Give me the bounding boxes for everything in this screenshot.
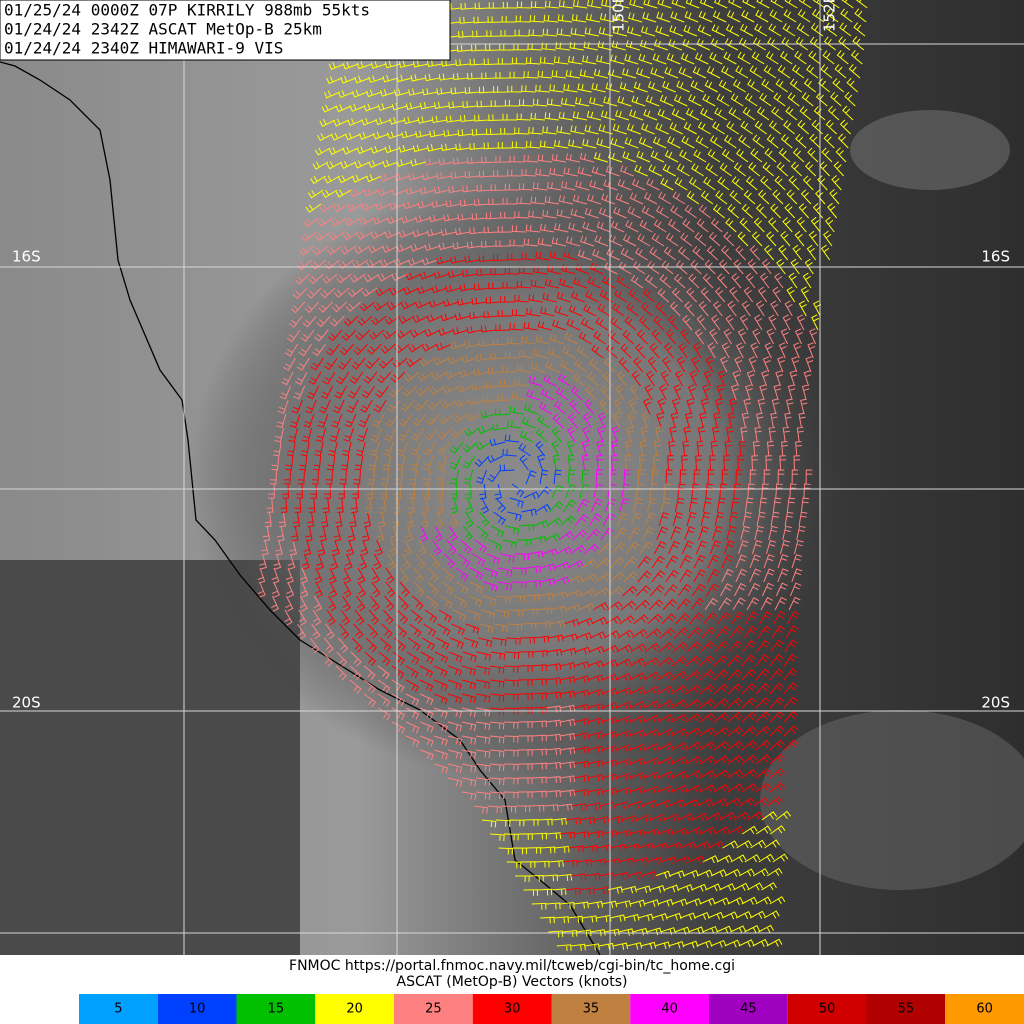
legend-swatch xyxy=(315,994,394,1024)
longitude-label: 152E xyxy=(821,0,839,32)
legend-swatch xyxy=(157,994,237,1024)
longitude-label: 150E xyxy=(610,0,628,32)
legend-label: 45 xyxy=(740,1002,757,1017)
footer-caption: ASCAT (MetOp-B) Vectors (knots) xyxy=(397,974,628,990)
wind-barb-group xyxy=(449,403,590,552)
header-line: 01/24/24 2340Z HIMAWARI-9 VIS xyxy=(4,39,283,58)
wind-barb-group xyxy=(474,434,562,526)
header-line: 01/24/24 2342Z ASCAT MetOp-B 25km xyxy=(4,20,322,39)
legend-swatch xyxy=(394,994,473,1024)
footer-source: FNMOC https://portal.fnmoc.navy.mil/tcwe… xyxy=(289,958,735,974)
legend-swatch xyxy=(236,994,316,1024)
legend-swatch xyxy=(630,994,709,1024)
latitude-label: 16S xyxy=(12,248,41,266)
wind-barbs xyxy=(257,0,868,952)
legend-label: 30 xyxy=(504,1002,521,1017)
satellite-layer: 16S 16S 20S 20S 150E 152E xyxy=(0,0,1024,955)
wind-barb-group xyxy=(257,152,818,814)
legend-label: 35 xyxy=(583,1002,600,1017)
header-box xyxy=(0,0,451,61)
latitude-label: 20S xyxy=(12,694,41,712)
legend-swatch xyxy=(709,994,788,1024)
wind-barb-group xyxy=(280,250,800,895)
legend: 5 10 15 20 25 30 35 40 45 50 55 60 xyxy=(79,994,1024,1024)
coastline xyxy=(0,61,601,955)
wind-barb-group xyxy=(364,332,672,634)
legend-swatch xyxy=(787,994,867,1024)
legend-swatch xyxy=(945,994,1024,1024)
legend-swatch xyxy=(551,994,631,1024)
latitude-label: 16S xyxy=(981,248,1010,266)
legend-label: 5 xyxy=(114,1002,122,1017)
legend-swatch xyxy=(472,994,552,1024)
legend-label: 40 xyxy=(661,1002,678,1017)
header-line: 01/25/24 0000Z 07P KIRRILY 988mb 55kts xyxy=(4,1,370,20)
legend-label: 50 xyxy=(819,1002,836,1017)
legend-label: 10 xyxy=(189,1002,206,1017)
legend-label: 15 xyxy=(268,1002,285,1017)
legend-swatch xyxy=(79,994,158,1024)
cloud-patch xyxy=(760,710,1024,890)
latitude-label: 20S xyxy=(981,694,1010,712)
legend-label: 25 xyxy=(425,1002,442,1017)
cloud-patch xyxy=(850,110,1010,190)
legend-label: 60 xyxy=(976,1002,993,1017)
legend-label: 20 xyxy=(346,1002,363,1017)
legend-label: 55 xyxy=(898,1002,915,1017)
legend-swatch xyxy=(866,994,946,1024)
